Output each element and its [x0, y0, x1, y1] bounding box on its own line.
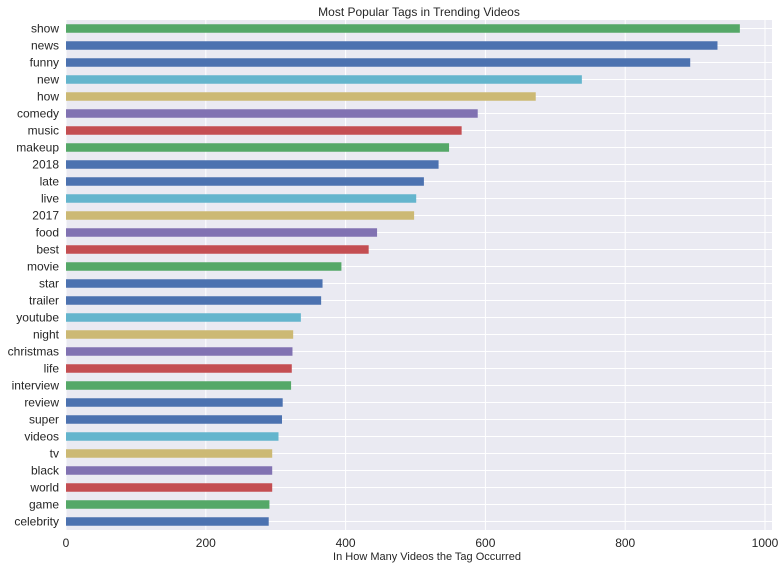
y-tick-label-new: new — [37, 73, 59, 87]
y-tick-label-life: life — [44, 362, 60, 376]
bar-news — [66, 41, 718, 50]
y-tick-label-news: news — [31, 39, 59, 53]
bar-videos — [66, 432, 279, 441]
bar-tv — [66, 449, 273, 458]
y-tick-label-how: how — [37, 90, 59, 104]
x-tick-label-0: 0 — [63, 536, 70, 550]
plot-area — [66, 20, 772, 530]
bar-trailer — [66, 296, 322, 305]
y-tick-label-star: star — [39, 277, 59, 291]
y-tick-label-christmas: christmas — [8, 345, 59, 359]
y-tick-label-tv: tv — [50, 447, 59, 461]
bar-music — [66, 126, 462, 135]
bar-comedy — [66, 109, 478, 118]
bar-super — [66, 415, 282, 424]
y-tick-label-review: review — [24, 396, 59, 410]
y-tick-label-music: music — [28, 124, 59, 138]
bar-world — [66, 483, 273, 492]
x-tick-labels: 0 200 400 600 800 1000 — [63, 536, 779, 550]
y-tick-label-best: best — [36, 243, 59, 257]
y-tick-label-food: food — [36, 226, 59, 240]
bar-star — [66, 279, 323, 288]
bars — [66, 24, 740, 526]
y-tick-label-night: night — [33, 328, 60, 342]
bar-new — [66, 75, 582, 84]
bar-makeup — [66, 143, 450, 152]
y-tick-label-2018: 2018 — [32, 158, 59, 172]
x-tick-label-200: 200 — [196, 536, 216, 550]
bar-late — [66, 177, 424, 186]
bar-2018 — [66, 160, 439, 169]
bar-movie — [66, 262, 342, 271]
bar-2017 — [66, 211, 415, 220]
bar-christmas — [66, 347, 293, 356]
y-tick-label-2017: 2017 — [32, 209, 59, 223]
y-tick-label-movie: movie — [27, 260, 59, 274]
y-tick-label-black: black — [31, 464, 60, 478]
y-tick-label-youtube: youtube — [16, 311, 59, 325]
y-tick-label-game: game — [29, 498, 59, 512]
bar-interview — [66, 381, 292, 390]
y-tick-labels: show news funny new how comedy music makeup 2018… — [8, 22, 60, 529]
bar-show — [66, 24, 740, 33]
x-tick-label-600: 600 — [475, 536, 495, 550]
bar-life — [66, 364, 292, 373]
bar-how — [66, 92, 536, 101]
y-tick-label-funny: funny — [30, 56, 59, 70]
y-tick-label-interview: interview — [12, 379, 60, 393]
x-axis-label: In How Many Videos the Tag Occurred — [333, 551, 521, 563]
y-tick-label-comedy: comedy — [17, 107, 59, 121]
bar-review — [66, 398, 283, 407]
y-tick-label-makeup: makeup — [16, 141, 59, 155]
y-tick-label-live: live — [41, 192, 59, 206]
bar-best — [66, 245, 369, 254]
bar-night — [66, 330, 294, 339]
bar-black — [66, 466, 273, 475]
y-tick-label-trailer: trailer — [29, 294, 59, 308]
y-tick-label-super: super — [29, 413, 59, 427]
bar-youtube — [66, 313, 301, 322]
bar-celebrity — [66, 517, 269, 526]
y-tick-label-world: world — [29, 481, 59, 495]
y-tick-label-celebrity: celebrity — [14, 515, 59, 529]
bar-food — [66, 228, 378, 237]
chart-title: Most Popular Tags in Trending Videos — [318, 5, 520, 19]
x-tick-label-1000: 1000 — [752, 536, 779, 550]
bar-game — [66, 500, 270, 509]
y-tick-label-show: show — [31, 22, 59, 36]
y-tick-label-videos: videos — [24, 430, 59, 444]
bar-live — [66, 194, 417, 203]
x-tick-label-400: 400 — [336, 536, 356, 550]
bar-funny — [66, 58, 691, 67]
x-tick-label-800: 800 — [615, 536, 635, 550]
y-tick-label-late: late — [40, 175, 60, 189]
